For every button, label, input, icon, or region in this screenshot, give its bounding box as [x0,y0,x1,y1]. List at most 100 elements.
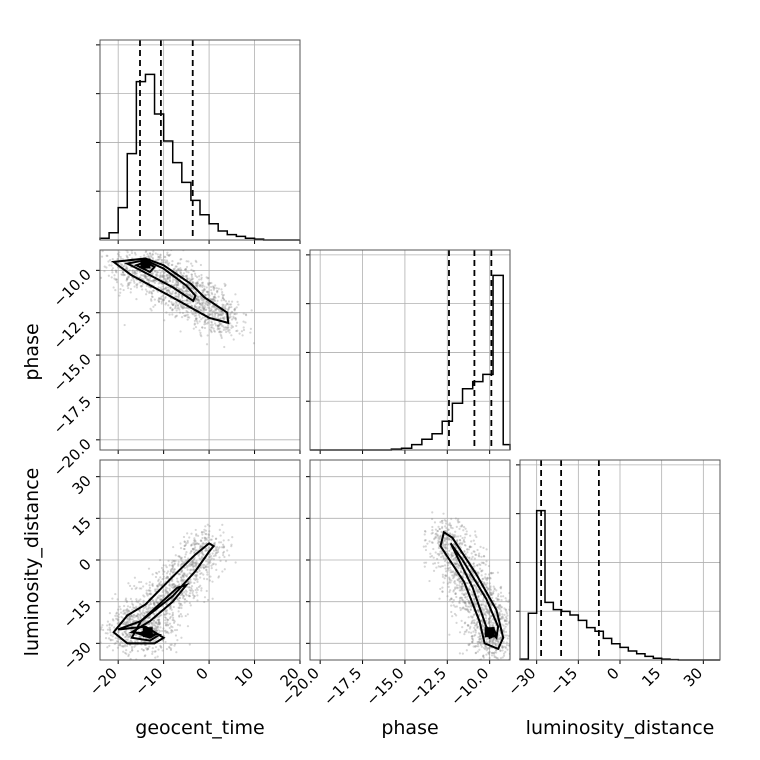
sample-point [208,282,211,285]
sample-point [188,588,191,592]
sample-point [195,320,199,323]
sample-point [192,327,195,330]
sample-point [188,316,191,319]
sample-point [485,619,488,622]
sample-point [126,621,129,624]
sample-point [173,586,176,589]
sample-point [505,643,509,647]
sample-point [159,645,162,648]
sample-point [185,594,188,597]
sample-point [201,297,204,300]
sample-point [502,617,505,620]
sample-point [488,576,491,579]
sample-point [455,614,458,617]
sample-point [438,597,441,600]
sample-point [486,637,489,640]
sample-point [205,537,208,540]
sample-point [473,557,476,560]
sample-point [461,626,464,629]
sample-point [134,606,137,610]
sample-point [133,619,136,623]
sample-point [212,305,215,308]
sample-point [423,565,426,568]
sample-point [194,561,197,564]
sample-point [184,559,188,562]
sample-point [111,635,114,638]
sample-point [447,538,451,541]
sample-point [185,274,189,277]
sample-point [119,608,122,611]
sample-point [216,291,219,294]
sample-point [190,278,194,281]
sample-point [164,588,167,591]
sample-point [479,563,482,567]
sample-point [477,594,480,597]
sample-point [188,595,191,598]
sample-point [210,291,213,294]
sample-point [201,326,204,329]
sample-point [198,275,201,278]
sample-point [154,650,157,653]
sample-point [149,606,152,609]
sample-point [172,586,175,590]
sample-point [151,256,155,260]
sample-point [480,593,483,596]
sample-point [119,257,123,261]
sample-point [127,276,130,279]
sample-point [191,591,194,595]
sample-point [483,625,486,628]
sample-point [165,273,168,277]
sample-point [166,575,169,578]
sample-point [198,237,200,239]
sample-point [117,631,120,634]
sample-point [483,665,485,667]
sample-point [204,318,207,322]
sample-point [208,301,211,305]
sample-point [123,623,126,626]
sample-point [147,589,150,592]
sample-point [219,312,222,316]
sample-point [189,294,192,297]
sample-point [111,618,115,621]
sample-point [211,580,214,583]
sample-point [148,604,151,607]
sample-point [193,546,197,549]
sample-point [464,601,467,605]
sample-point [205,577,209,581]
sample-point [450,538,453,541]
sample-point [181,304,185,307]
sample-point [164,616,168,620]
sample-point [193,314,196,317]
sample-point [480,570,483,573]
sample-point [487,621,491,624]
sample-point [153,627,156,630]
sample-point [485,583,488,586]
sample-point [204,537,207,540]
sample-point [482,577,485,580]
sample-point [439,536,442,539]
sample-point [213,541,217,544]
sample-point [142,274,145,277]
sample-point [197,306,200,310]
sample-point [117,630,120,633]
sample-point [207,301,210,304]
sample-point [172,583,175,586]
sample-point [443,539,446,542]
sample-point [150,621,153,625]
sample-point [152,602,156,605]
sample-point [202,567,205,570]
sample-point [148,592,151,596]
sample-point [211,326,214,329]
sample-point [151,273,154,276]
sample-point [464,621,467,624]
sample-point [148,616,151,619]
sample-point [162,573,165,576]
sample-point [174,584,177,588]
sample-point [216,307,219,310]
sample-point [129,639,132,642]
sample-point [164,613,167,616]
sample-point [120,644,123,648]
sample-point [493,641,496,645]
sample-point [192,269,195,272]
sample-point [194,259,197,263]
